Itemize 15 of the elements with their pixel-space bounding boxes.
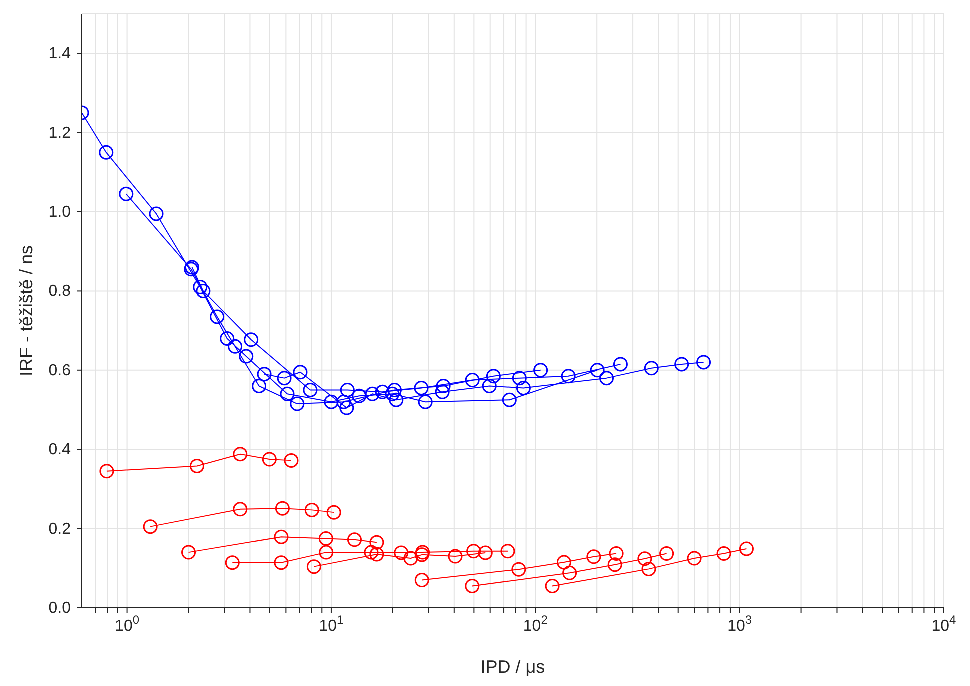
y-tick-label: 1.2	[48, 124, 72, 142]
y-tick-label: 1.4	[48, 46, 72, 63]
x-axis-title: IPD / μs	[480, 656, 546, 677]
y-tick-label: 1.0	[48, 204, 72, 221]
y-tick-label: 0.8	[48, 283, 72, 300]
x-tick-label: 10$^{4}$	[932, 613, 957, 635]
y-tick-label: 0.0	[48, 600, 72, 617]
y-axis-title: IRF - těžiště / ns	[16, 245, 36, 377]
x-tick-label: 10$^{0}$	[115, 613, 140, 635]
x-tick-label: 10$^{1}$	[319, 613, 344, 635]
y-tick-label: 0.4	[48, 442, 72, 459]
y-tick-label: 0.6	[48, 362, 72, 380]
x-tick-label: 10$^{3}$	[728, 613, 752, 635]
y-tick-label: 0.2	[48, 520, 72, 538]
x-tick-label: 10$^{2}$	[523, 613, 548, 635]
